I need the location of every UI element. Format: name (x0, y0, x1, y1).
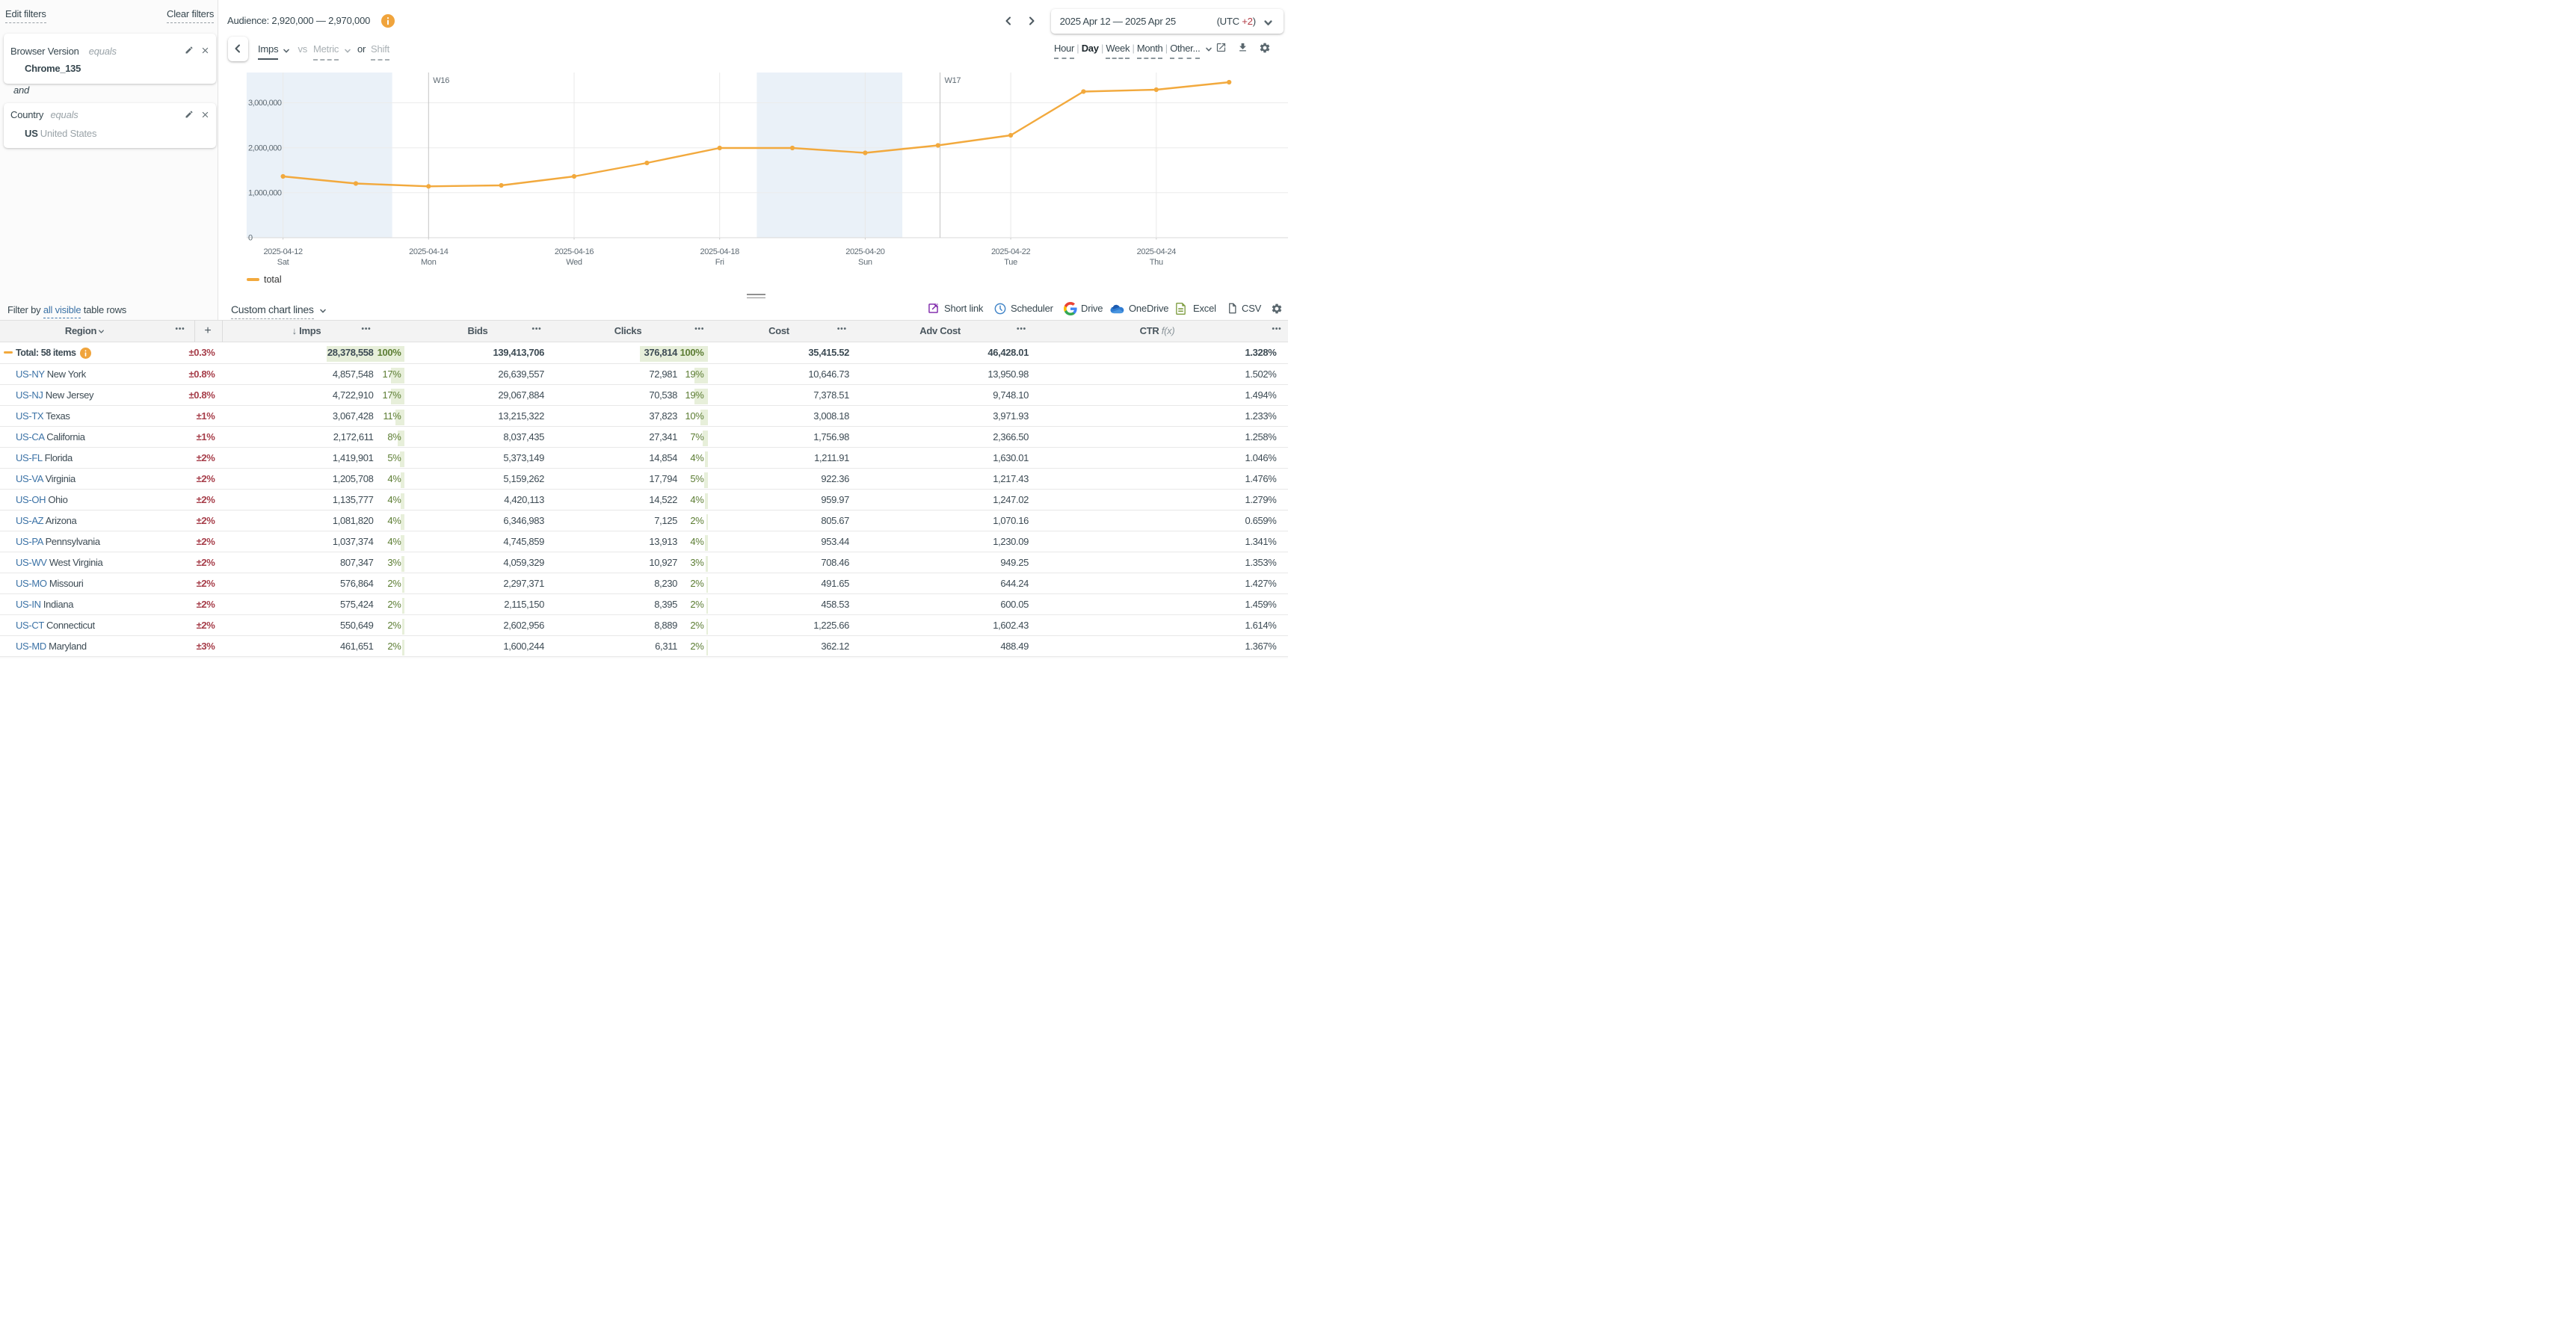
svg-text:2025-04-16: 2025-04-16 (555, 247, 594, 256)
svg-text:3,000,000: 3,000,000 (248, 99, 282, 108)
svg-text:2025-04-14: 2025-04-14 (409, 247, 449, 256)
svg-text:Wed: Wed (566, 258, 582, 267)
svg-text:W16: W16 (433, 76, 449, 85)
svg-text:Tue: Tue (1004, 258, 1017, 267)
svg-text:2025-04-18: 2025-04-18 (700, 247, 740, 256)
svg-text:Sun: Sun (858, 258, 872, 267)
svg-text:Sat: Sat (277, 258, 289, 267)
svg-text:Mon: Mon (421, 258, 437, 267)
svg-text:Fri: Fri (715, 258, 724, 267)
svg-text:2025-04-22: 2025-04-22 (991, 247, 1031, 256)
svg-text:2025-04-24: 2025-04-24 (1137, 247, 1177, 256)
svg-text:1,000,000: 1,000,000 (248, 188, 282, 197)
svg-text:Thu: Thu (1150, 258, 1163, 267)
svg-text:2025-04-12: 2025-04-12 (263, 247, 303, 256)
svg-text:0: 0 (248, 234, 253, 243)
svg-text:2025-04-20: 2025-04-20 (845, 247, 885, 256)
svg-text:2,000,000: 2,000,000 (248, 144, 282, 152)
svg-text:W17: W17 (945, 76, 961, 85)
